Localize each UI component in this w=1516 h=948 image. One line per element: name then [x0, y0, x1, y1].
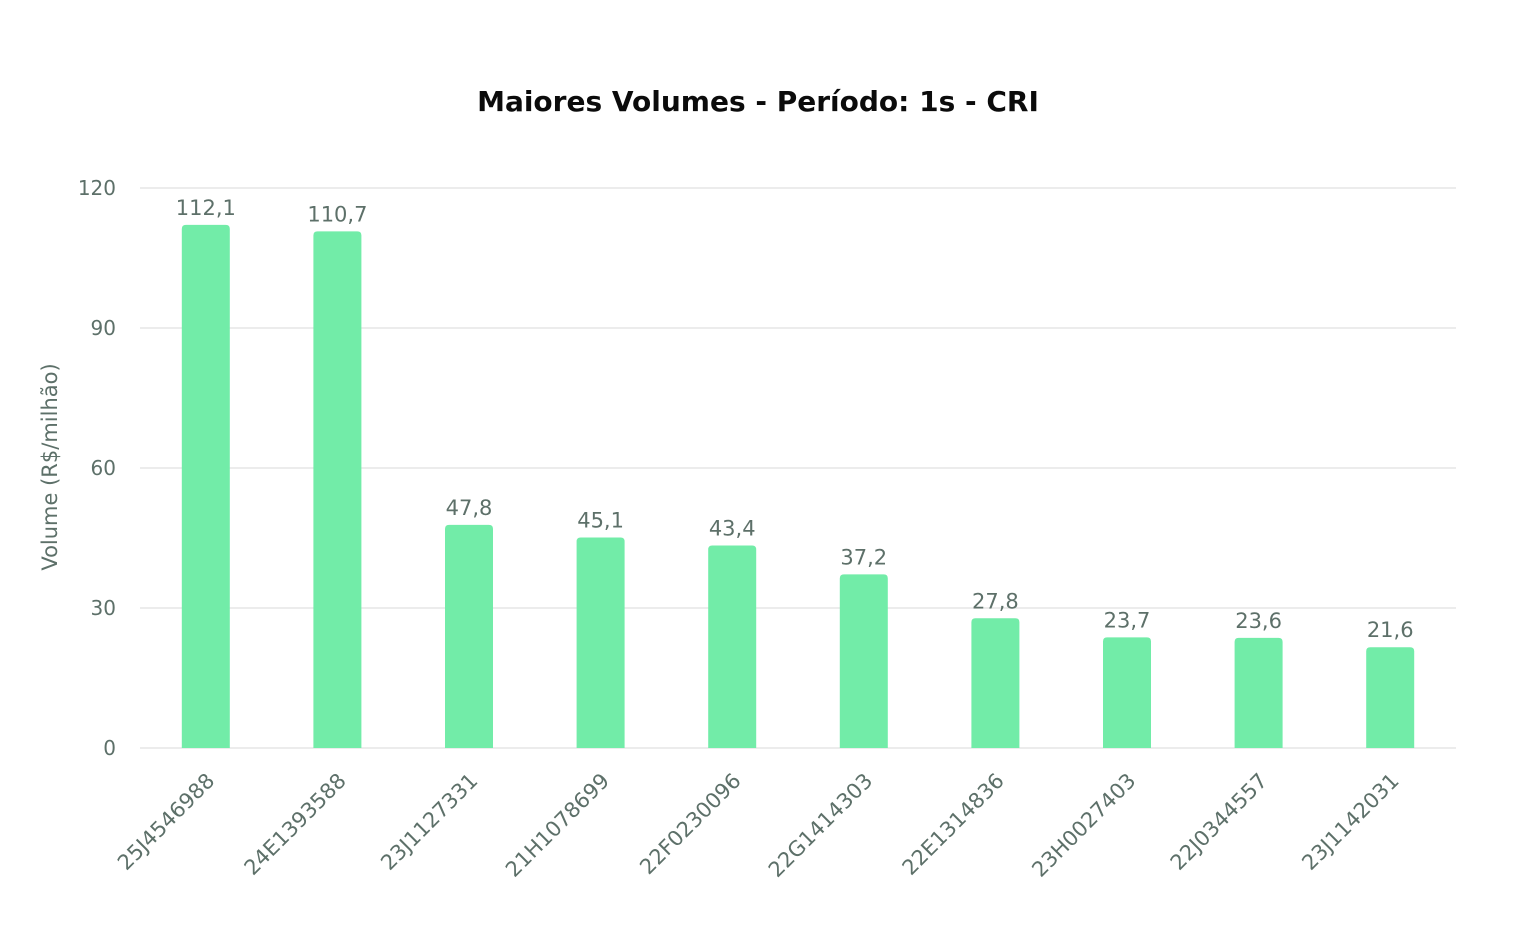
- x-tick-label: 21H1078699: [501, 769, 614, 882]
- x-tick-label: 22E1314836: [898, 769, 1009, 880]
- data-label: 45,1: [577, 509, 624, 533]
- x-axis-ticks: 25J4546988 24E1393588 23J1127331 21H1078699…: [113, 769, 1404, 883]
- bar: [181, 224, 230, 748]
- x-tick-label: 22F0230096: [635, 769, 746, 880]
- bar: [708, 545, 757, 748]
- data-label: 23,7: [1104, 608, 1151, 632]
- y-axis-ticks: 0 30 60 90 120: [78, 176, 116, 760]
- y-tick-label: 30: [91, 596, 116, 620]
- data-labels: 112,1 110,7 47,8 45,1 43,4 37,2 27,8 23,7 23,6 21…: [176, 196, 1414, 642]
- data-label: 110,7: [307, 202, 367, 226]
- x-tick-label: 23J1127331: [376, 769, 482, 875]
- data-label: 112,1: [176, 196, 236, 220]
- bar: [445, 524, 493, 748]
- data-label: 21,6: [1367, 618, 1414, 642]
- x-tick-label: 23J1142031: [1297, 769, 1403, 875]
- x-tick-label: 22G1414303: [764, 769, 878, 883]
- data-label: 23,6: [1235, 609, 1282, 633]
- x-tick-label: 22J0344557: [1166, 769, 1272, 875]
- data-label: 43,4: [709, 516, 756, 540]
- y-axis-title: Volume (R$/milhão): [38, 363, 62, 570]
- x-tick-label: 23H0027403: [1027, 769, 1140, 882]
- bar: [839, 574, 888, 748]
- x-tick-label: 25J4546988: [113, 769, 219, 875]
- chart-title: Maiores Volumes - Período: 1s - CRI: [477, 85, 1039, 118]
- y-tick-label: 90: [91, 316, 116, 340]
- y-tick-label: 120: [78, 176, 116, 200]
- bar: [1103, 637, 1151, 748]
- bars: [181, 224, 1415, 748]
- bar: [1366, 647, 1415, 748]
- bar: [1234, 637, 1283, 748]
- data-label: 27,8: [972, 589, 1019, 613]
- y-tick-label: 60: [91, 456, 116, 480]
- bar: [576, 537, 625, 748]
- data-label: 37,2: [840, 545, 887, 569]
- data-label: 47,8: [446, 496, 493, 520]
- y-tick-label: 0: [103, 736, 116, 760]
- bar: [313, 231, 362, 748]
- bar: [971, 618, 1020, 748]
- x-tick-label: 24E1393588: [240, 769, 351, 880]
